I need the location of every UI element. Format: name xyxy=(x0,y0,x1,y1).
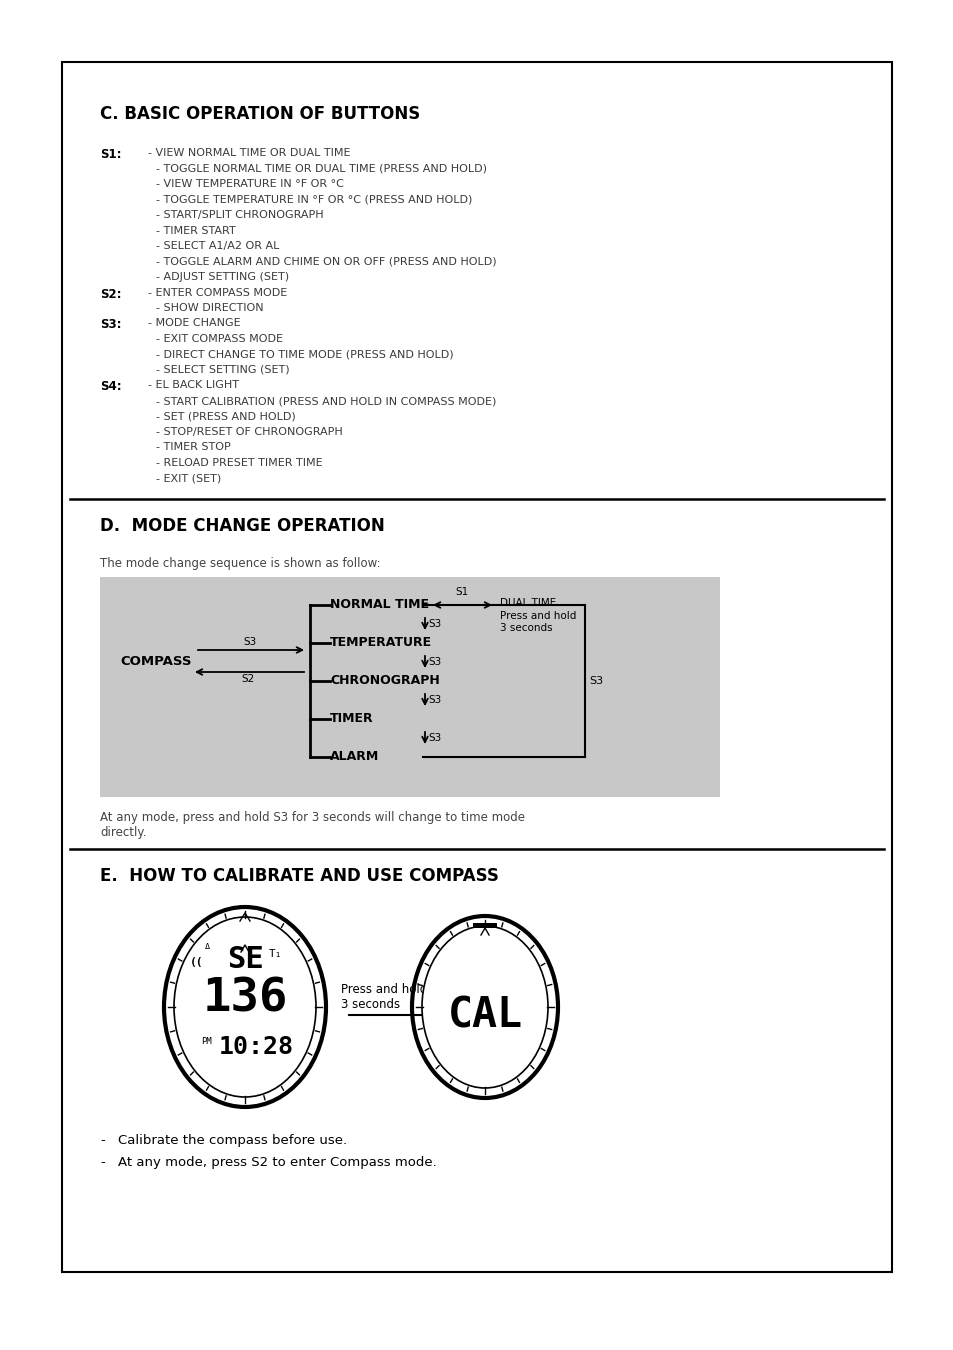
Text: S3:: S3: xyxy=(100,319,121,332)
Text: D.  MODE CHANGE OPERATION: D. MODE CHANGE OPERATION xyxy=(100,517,384,535)
Text: - TOGGLE TEMPERATURE IN °F OR °C (PRESS AND HOLD): - TOGGLE TEMPERATURE IN °F OR °C (PRESS … xyxy=(156,194,472,204)
Ellipse shape xyxy=(421,926,547,1088)
Text: S3: S3 xyxy=(428,733,441,743)
Text: The mode change sequence is shown as follow:: The mode change sequence is shown as fol… xyxy=(100,558,380,570)
Text: - SHOW DIRECTION: - SHOW DIRECTION xyxy=(156,302,263,313)
Text: - SELECT SETTING (SET): - SELECT SETTING (SET) xyxy=(156,364,290,375)
Text: At any mode, press S2 to enter Compass mode.: At any mode, press S2 to enter Compass m… xyxy=(118,1156,436,1169)
Text: - SELECT A1/A2 OR AL: - SELECT A1/A2 OR AL xyxy=(156,242,279,251)
Text: S3: S3 xyxy=(428,657,441,667)
Text: S2: S2 xyxy=(241,674,254,684)
Text: - TOGGLE ALARM AND CHIME ON OR OFF (PRESS AND HOLD): - TOGGLE ALARM AND CHIME ON OR OFF (PRES… xyxy=(156,256,497,266)
Text: CAL: CAL xyxy=(447,994,522,1035)
Text: - START/SPLIT CHRONOGRAPH: - START/SPLIT CHRONOGRAPH xyxy=(156,211,323,220)
Text: T₁: T₁ xyxy=(269,949,282,958)
Text: - TIMER STOP: - TIMER STOP xyxy=(156,443,231,452)
Text: ((: (( xyxy=(190,957,203,967)
Text: S3: S3 xyxy=(428,695,441,705)
Text: - EL BACK LIGHT: - EL BACK LIGHT xyxy=(148,381,239,390)
Text: S3: S3 xyxy=(428,620,441,629)
Text: - START CALIBRATION (PRESS AND HOLD IN COMPASS MODE): - START CALIBRATION (PRESS AND HOLD IN C… xyxy=(156,396,496,406)
Text: - MODE CHANGE: - MODE CHANGE xyxy=(148,319,240,328)
Text: - EXIT (SET): - EXIT (SET) xyxy=(156,474,221,483)
Text: At any mode, press and hold S3 for 3 seconds will change to time mode
directly.: At any mode, press and hold S3 for 3 sec… xyxy=(100,811,524,838)
Ellipse shape xyxy=(412,917,558,1098)
Text: Press and hold
3 seconds: Press and hold 3 seconds xyxy=(340,983,427,1011)
Text: 136: 136 xyxy=(202,977,288,1022)
Text: Δ: Δ xyxy=(205,942,210,950)
Text: CHRONOGRAPH: CHRONOGRAPH xyxy=(330,674,439,687)
Text: S3: S3 xyxy=(588,676,602,686)
Text: S3: S3 xyxy=(243,637,256,647)
Text: S2:: S2: xyxy=(100,288,121,301)
Text: Calibrate the compass before use.: Calibrate the compass before use. xyxy=(118,1134,347,1148)
Ellipse shape xyxy=(173,917,315,1098)
Text: - ENTER COMPASS MODE: - ENTER COMPASS MODE xyxy=(148,288,287,297)
Text: -: - xyxy=(100,1156,105,1169)
Text: - TOGGLE NORMAL TIME OR DUAL TIME (PRESS AND HOLD): - TOGGLE NORMAL TIME OR DUAL TIME (PRESS… xyxy=(156,163,486,174)
Text: PM: PM xyxy=(201,1037,212,1046)
Text: - TIMER START: - TIMER START xyxy=(156,225,235,235)
Text: - STOP/RESET OF CHRONOGRAPH: - STOP/RESET OF CHRONOGRAPH xyxy=(156,427,342,437)
Text: DUAL TIME: DUAL TIME xyxy=(499,598,556,608)
Ellipse shape xyxy=(164,907,326,1107)
Text: S1: S1 xyxy=(455,587,468,597)
Text: S4:: S4: xyxy=(100,381,121,393)
Bar xyxy=(62,62,891,1272)
Text: TIMER: TIMER xyxy=(330,711,374,725)
Text: - ADJUST SETTING (SET): - ADJUST SETTING (SET) xyxy=(156,271,289,282)
Text: - EXIT COMPASS MODE: - EXIT COMPASS MODE xyxy=(156,333,283,344)
Text: E.  HOW TO CALIBRATE AND USE COMPASS: E. HOW TO CALIBRATE AND USE COMPASS xyxy=(100,867,498,886)
Text: - VIEW TEMPERATURE IN °F OR °C: - VIEW TEMPERATURE IN °F OR °C xyxy=(156,180,343,189)
Text: C. BASIC OPERATION OF BUTTONS: C. BASIC OPERATION OF BUTTONS xyxy=(100,105,420,123)
Text: TEMPERATURE: TEMPERATURE xyxy=(330,636,432,649)
Text: - VIEW NORMAL TIME OR DUAL TIME: - VIEW NORMAL TIME OR DUAL TIME xyxy=(148,148,350,158)
Text: 10:28: 10:28 xyxy=(219,1035,294,1058)
Text: COMPASS: COMPASS xyxy=(120,655,192,668)
Text: -: - xyxy=(100,1134,105,1148)
Bar xyxy=(473,923,497,927)
Text: - DIRECT CHANGE TO TIME MODE (PRESS AND HOLD): - DIRECT CHANGE TO TIME MODE (PRESS AND … xyxy=(156,350,453,359)
Text: - RELOAD PRESET TIMER TIME: - RELOAD PRESET TIMER TIME xyxy=(156,458,322,468)
Text: ALARM: ALARM xyxy=(330,751,379,763)
Text: S1:: S1: xyxy=(100,148,121,161)
Text: SE: SE xyxy=(227,945,263,973)
Text: Press and hold
3 seconds: Press and hold 3 seconds xyxy=(499,612,576,633)
Text: - SET (PRESS AND HOLD): - SET (PRESS AND HOLD) xyxy=(156,412,295,421)
Text: NORMAL TIME: NORMAL TIME xyxy=(330,598,429,612)
Bar xyxy=(100,576,720,796)
